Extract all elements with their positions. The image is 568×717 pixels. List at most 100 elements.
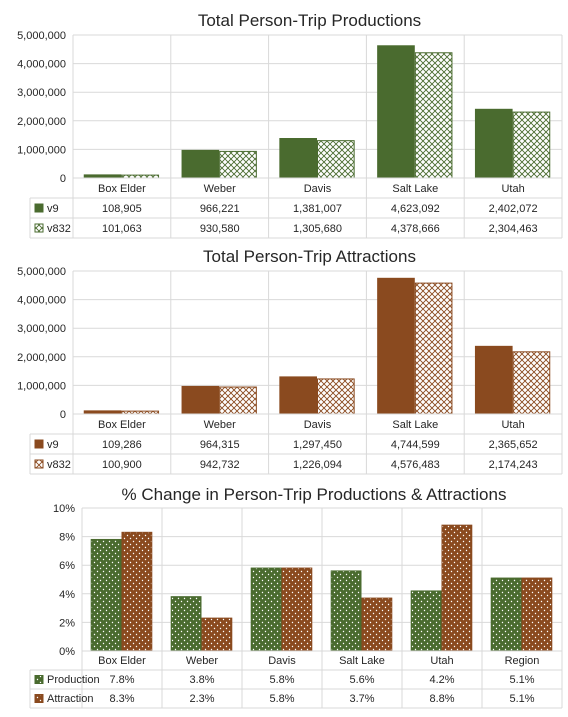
category-label: Box Elder [98, 419, 146, 431]
y-tick-label: 2% [59, 617, 75, 629]
y-tick-label: 0% [59, 646, 75, 658]
category-label: Box Elder [98, 655, 146, 667]
series-name: v832 [47, 223, 71, 235]
y-tick-label: 1,000,000 [17, 380, 66, 392]
data-label: 1,381,007 [293, 203, 342, 215]
data-label: 2,365,652 [489, 439, 538, 451]
data-label: 4,576,483 [391, 459, 440, 471]
bar-attraction [441, 524, 473, 652]
category-label: Davis [304, 183, 332, 195]
data-label: 1,305,680 [293, 223, 342, 235]
bar-v9 [279, 376, 317, 415]
category-label: Weber [186, 655, 219, 667]
series-name: v832 [47, 459, 71, 471]
legend-key [34, 439, 44, 449]
y-tick-label: 10% [53, 503, 75, 515]
bar-v832 [219, 150, 257, 179]
data-label: 2,402,072 [489, 203, 538, 215]
chart-panel: Total Person-Trip Productions 0 1,000,000 2… [17, 11, 563, 239]
data-label: 5.8% [269, 674, 294, 686]
category-label: Box Elder [98, 183, 146, 195]
data-label: 4,744,599 [391, 439, 440, 451]
data-label: 1,297,450 [293, 439, 342, 451]
category-label: Region [505, 655, 540, 667]
data-label: 3.8% [189, 674, 214, 686]
y-tick-label: 0 [60, 409, 66, 421]
bar-v832 [512, 351, 551, 415]
data-label: 5.1% [509, 674, 534, 686]
bar-production [490, 577, 522, 652]
bar-production [170, 596, 202, 652]
data-label: 3.7% [349, 693, 374, 705]
bar-v832 [414, 282, 453, 415]
category-label: Utah [501, 419, 524, 431]
bar-v832 [317, 140, 355, 179]
bar-production [250, 567, 282, 652]
bar-attraction [201, 617, 233, 652]
y-tick-label: 5,000,000 [17, 266, 66, 278]
chart-panel: % Change in Person-Trip Productions & At… [29, 485, 563, 709]
y-tick-label: 0 [60, 173, 66, 185]
legend-key [34, 203, 44, 213]
bar-v9 [474, 108, 513, 179]
bar-v9 [377, 277, 415, 415]
category-label: Salt Lake [392, 419, 438, 431]
data-label: 4,623,092 [391, 203, 440, 215]
data-label: 8.8% [429, 693, 454, 705]
y-tick-label: 4,000,000 [17, 295, 66, 307]
bar-v832 [219, 386, 257, 415]
bar-v9 [181, 149, 220, 179]
data-label: 8.3% [109, 693, 134, 705]
data-label: 1,226,094 [293, 459, 342, 471]
data-label: 100,900 [102, 459, 142, 471]
data-label: 4,378,666 [391, 223, 440, 235]
bar-production [330, 570, 362, 652]
category-label: Salt Lake [392, 183, 438, 195]
bar-production [90, 538, 122, 652]
legend-key [34, 223, 44, 233]
series-name: v9 [47, 439, 59, 451]
legend-key [34, 459, 44, 469]
data-label: 5.1% [509, 693, 534, 705]
y-tick-label: 3,000,000 [17, 87, 66, 99]
data-label: 2,174,243 [489, 459, 538, 471]
bar-v9 [474, 345, 513, 415]
bar-v9 [279, 138, 317, 179]
bar-attraction [281, 567, 313, 652]
legend-key [34, 694, 44, 703]
bar-v832 [414, 52, 453, 179]
data-label: 4.2% [429, 674, 454, 686]
data-label: 2.3% [189, 693, 214, 705]
category-label: Utah [430, 655, 453, 667]
data-label: 966,221 [200, 203, 240, 215]
legend-key [34, 675, 44, 684]
series-name: v9 [47, 203, 59, 215]
y-tick-label: 6% [59, 560, 75, 572]
series-name: Production [47, 674, 100, 686]
bar-attraction [361, 597, 393, 652]
y-tick-label: 8% [59, 532, 75, 544]
category-label: Utah [501, 183, 524, 195]
bar-v832 [317, 378, 355, 415]
category-label: Davis [304, 419, 332, 431]
y-tick-label: 4,000,000 [17, 59, 66, 71]
data-label: 964,315 [200, 439, 240, 451]
y-tick-label: 2,000,000 [17, 352, 66, 364]
bar-attraction [521, 577, 553, 652]
bar-production [410, 590, 442, 652]
y-tick-label: 5,000,000 [17, 30, 66, 42]
data-label: 101,063 [102, 223, 142, 235]
category-label: Salt Lake [339, 655, 385, 667]
category-label: Weber [204, 419, 237, 431]
bar-v832 [512, 111, 551, 179]
category-label: Weber [204, 183, 237, 195]
category-label: Davis [268, 655, 296, 667]
y-tick-label: 2,000,000 [17, 116, 66, 128]
data-label: 5.6% [349, 674, 374, 686]
series-name: Attraction [47, 693, 93, 705]
data-label: 7.8% [109, 674, 134, 686]
bar-v9 [377, 45, 415, 179]
chart-title: % Change in Person-Trip Productions & At… [122, 485, 507, 504]
